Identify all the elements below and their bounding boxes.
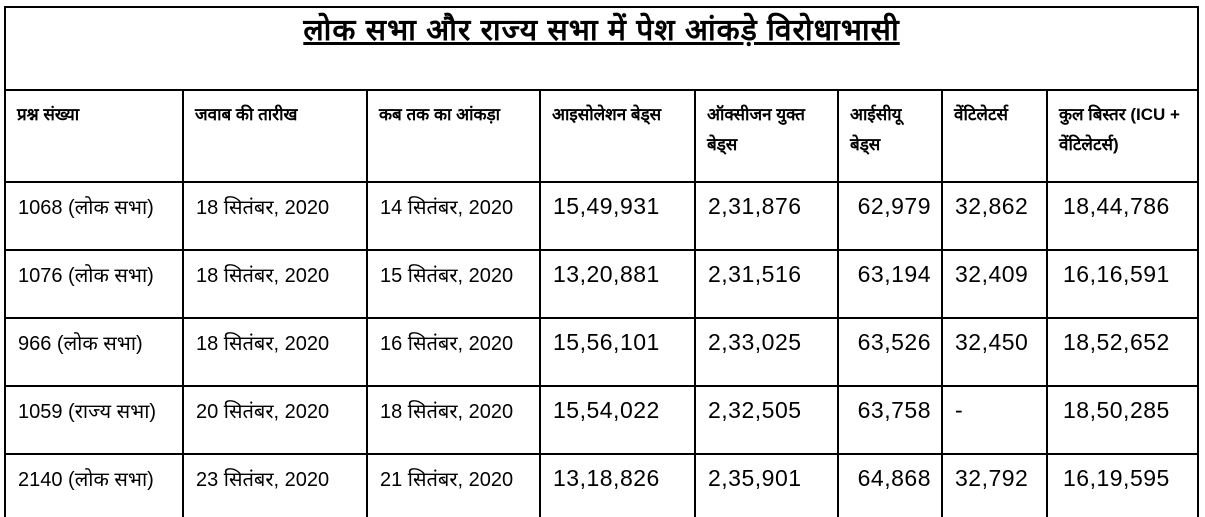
header-row: प्रश्न संख्या जवाब की तारीख कब तक का आंक… xyxy=(4,89,1200,183)
cell-answer-date: 18 सितंबर, 2020 xyxy=(182,249,368,319)
table-row: 2140 (लोक सभा) 23 सितंबर, 2020 21 सितंबर… xyxy=(4,453,1200,517)
cell-data-as-of: 21 सितंबर, 2020 xyxy=(366,453,541,517)
cell-total-beds: 18,44,786 xyxy=(1045,181,1200,251)
cell-icu-beds: 64,868 xyxy=(837,453,943,517)
table-row: 1059 (राज्य सभा) 20 सितंबर, 2020 18 सितं… xyxy=(4,385,1200,455)
cell-icu-beds: 63,526 xyxy=(837,317,943,387)
cell-data-as-of: 16 सितंबर, 2020 xyxy=(366,317,541,387)
cell-ventilators: - xyxy=(941,385,1048,455)
title-cell: लोक सभा और राज्य सभा में पेश आंकड़े विरो… xyxy=(3,6,1200,91)
column-header-question-number: प्रश्न संख्या xyxy=(4,89,184,183)
table-row: 966 (लोक सभा) 18 सितंबर, 2020 16 सितंबर,… xyxy=(4,317,1200,387)
cell-ventilators: 32,409 xyxy=(941,249,1048,319)
beds-data-table: लोक सभा और राज्य सभा में पेश आंकड़े विरो… xyxy=(3,6,1200,517)
cell-total-beds: 16,16,591 xyxy=(1045,249,1200,319)
cell-ventilators: 32,792 xyxy=(941,453,1048,517)
cell-question-number: 966 (लोक सभा) xyxy=(4,317,184,387)
table-row: 1068 (लोक सभा) 18 सितंबर, 2020 14 सितंबर… xyxy=(4,181,1200,251)
cell-answer-date: 18 सितंबर, 2020 xyxy=(182,317,368,387)
cell-isolation-beds: 15,56,101 xyxy=(539,317,696,387)
cell-total-beds: 16,19,595 xyxy=(1045,453,1200,517)
cell-data-as-of: 14 सितंबर, 2020 xyxy=(366,181,541,251)
column-header-isolation-beds: आइसोलेशन बेड्स xyxy=(539,89,696,183)
cell-total-beds: 18,50,285 xyxy=(1045,385,1200,455)
cell-question-number: 1068 (लोक सभा) xyxy=(4,181,184,251)
cell-isolation-beds: 13,18,826 xyxy=(539,453,696,517)
cell-answer-date: 18 सितंबर, 2020 xyxy=(182,181,368,251)
cell-icu-beds: 63,194 xyxy=(837,249,943,319)
column-header-total-beds: कुल बिस्तर (ICU + वेंटिलेटर्स) xyxy=(1045,89,1200,183)
cell-icu-beds: 63,758 xyxy=(837,385,943,455)
cell-total-beds: 18,52,652 xyxy=(1045,317,1200,387)
column-header-answer-date: जवाब की तारीख xyxy=(182,89,368,183)
column-header-data-as-of: कब तक का आंकड़ा xyxy=(366,89,541,183)
cell-ventilators: 32,862 xyxy=(941,181,1048,251)
cell-oxygen-beds: 2,31,876 xyxy=(694,181,839,251)
cell-question-number: 1059 (राज्य सभा) xyxy=(4,385,184,455)
cell-answer-date: 20 सितंबर, 2020 xyxy=(182,385,368,455)
cell-oxygen-beds: 2,31,516 xyxy=(694,249,839,319)
cell-oxygen-beds: 2,35,901 xyxy=(694,453,839,517)
cell-data-as-of: 15 सितंबर, 2020 xyxy=(366,249,541,319)
cell-ventilators: 32,450 xyxy=(941,317,1048,387)
cell-icu-beds: 62,979 xyxy=(837,181,943,251)
column-header-ventilators: वेंटिलेटर्स xyxy=(941,89,1048,183)
cell-oxygen-beds: 2,32,505 xyxy=(694,385,839,455)
cell-isolation-beds: 13,20,881 xyxy=(539,249,696,319)
table-row: 1076 (लोक सभा) 18 सितंबर, 2020 15 सितंबर… xyxy=(4,249,1200,319)
cell-oxygen-beds: 2,33,025 xyxy=(694,317,839,387)
page-title: लोक सभा और राज्य सभा में पेश आंकड़े विरो… xyxy=(303,14,900,47)
cell-question-number: 1076 (लोक सभा) xyxy=(4,249,184,319)
title-row: लोक सभा और राज्य सभा में पेश आंकड़े विरो… xyxy=(3,6,1200,91)
cell-answer-date: 23 सितंबर, 2020 xyxy=(182,453,368,517)
cell-isolation-beds: 15,49,931 xyxy=(539,181,696,251)
cell-question-number: 2140 (लोक सभा) xyxy=(4,453,184,517)
column-header-icu-beds: आईसीयू बेड्स xyxy=(837,89,943,183)
cell-data-as-of: 18 सितंबर, 2020 xyxy=(366,385,541,455)
cell-isolation-beds: 15,54,022 xyxy=(539,385,696,455)
column-header-oxygen-beds: ऑक्सीजन युक्त बेड्स xyxy=(694,89,839,183)
